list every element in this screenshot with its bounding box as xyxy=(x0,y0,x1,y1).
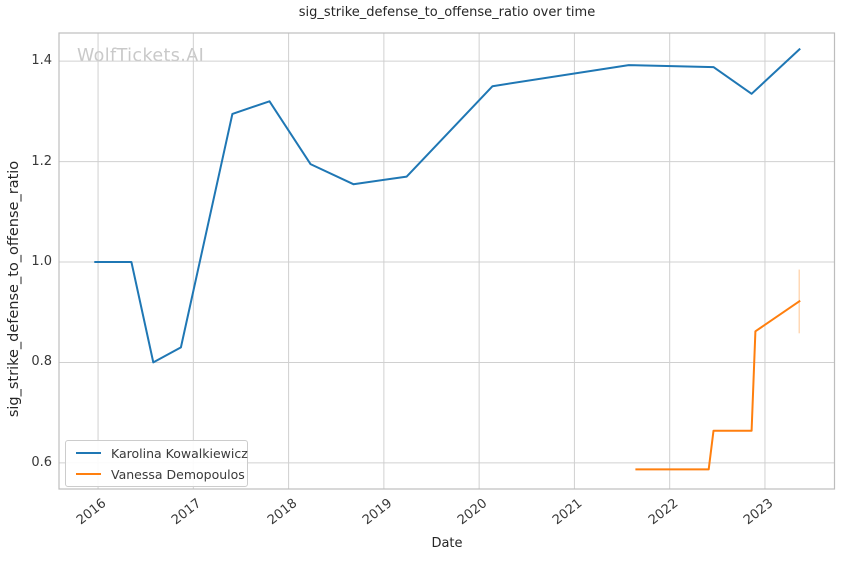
y-tick-1.4: 1.4 xyxy=(31,53,52,69)
x-axis-label: Date xyxy=(431,536,463,551)
legend-label: Vanessa Demopoulos xyxy=(111,466,245,482)
series-line-vanessa-demopoulos xyxy=(635,299,801,471)
legend-item-karolina-kowalkiewicz: Karolina Kowalkiewicz xyxy=(66,444,248,463)
series-line-karolina-kowalkiewicz xyxy=(94,47,801,364)
legend: Karolina Kowalkiewicz Vanessa Demopoulos xyxy=(65,440,248,487)
y-tick-1.0: 1.0 xyxy=(31,254,52,269)
legend-label: Karolina Kowalkiewicz xyxy=(111,445,248,461)
legend-line-swatch-blue xyxy=(76,451,101,455)
y-tick-0.6: 0.6 xyxy=(31,454,52,470)
chart-title: sig_strike_defense_to_offense_ratio over… xyxy=(298,5,596,20)
plot-border xyxy=(58,32,836,490)
y-tick-1.2: 1.2 xyxy=(31,153,52,169)
legend-line-swatch-orange xyxy=(76,472,101,476)
y-tick-0.8: 0.8 xyxy=(31,354,52,370)
legend-item-vanessa-demopoulos: Vanessa Demopoulos xyxy=(66,465,247,484)
